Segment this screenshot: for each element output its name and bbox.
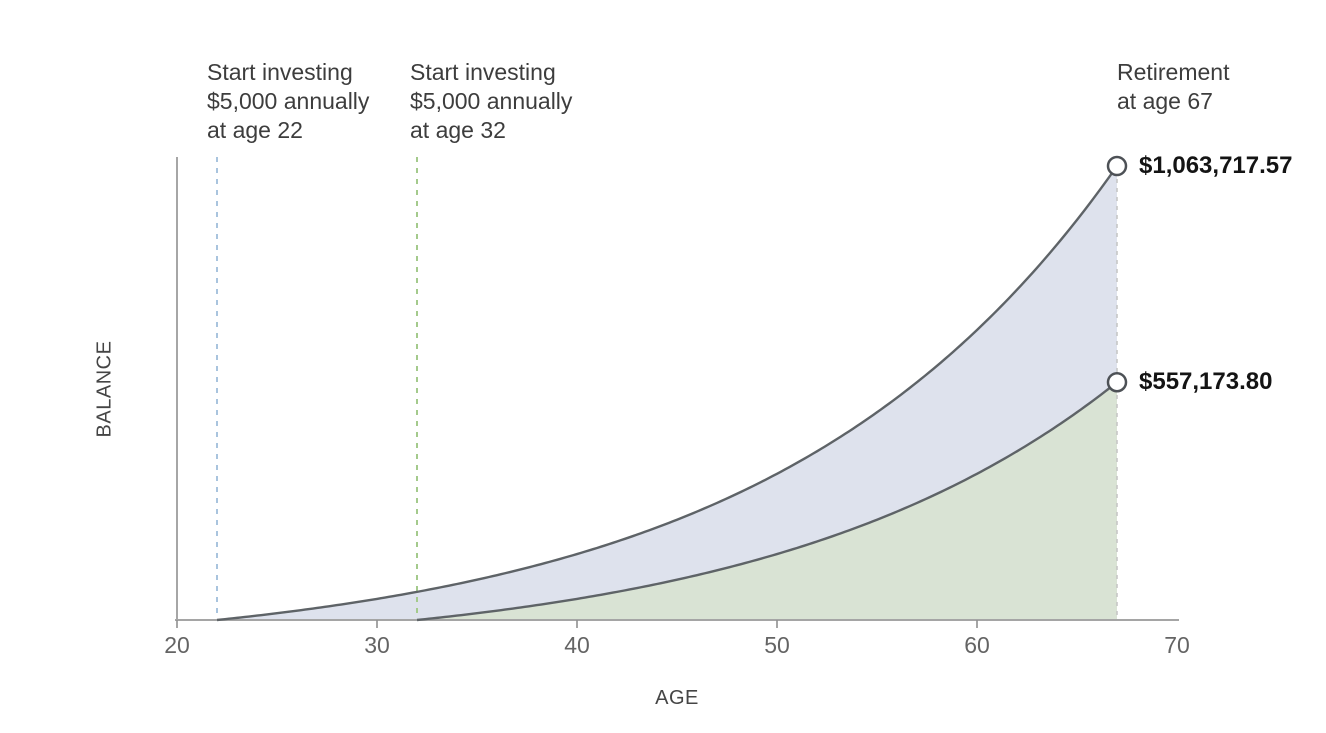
- annotation-line: Start investing: [207, 59, 353, 85]
- annotation-line: $5,000 annually: [207, 88, 370, 114]
- x-tick-label-70: 70: [1164, 632, 1190, 658]
- x-axis-title: AGE: [655, 687, 699, 709]
- annotation-line: $5,000 annually: [410, 88, 573, 114]
- x-tick-label-30: 30: [364, 632, 390, 658]
- y-axis-title: BALANCE: [93, 340, 116, 437]
- series-area-start-at-22: [217, 166, 1117, 620]
- annotation-line: at age 22: [207, 117, 303, 143]
- end-marker-start-at-22: [1106, 155, 1128, 177]
- x-tick-label-20: 20: [164, 632, 190, 658]
- annotation-line: at age 32: [410, 117, 506, 143]
- series-curve-start-at-32: [416, 381, 1118, 622]
- annotation-line: Start investing: [410, 59, 556, 85]
- x-tick-label-60: 60: [964, 632, 990, 658]
- series-area-start-at-32: [417, 382, 1117, 620]
- annotation-line: Retirement: [1117, 59, 1230, 85]
- annotation-line: at age 67: [1117, 88, 1213, 114]
- x-tick-label-40: 40: [564, 632, 590, 658]
- series-curve-start-at-22: [216, 165, 1118, 622]
- x-tick-label-50: 50: [764, 632, 790, 658]
- final-balance-label-start-22: $1,063,717.57: [1139, 152, 1293, 179]
- final-balance-label-start-32: $557,173.80: [1139, 368, 1273, 396]
- annotation-start-investing-32: Start investing $5,000 annually at age 3…: [410, 58, 572, 145]
- annotation-retirement-67: Retirement at age 67: [1117, 58, 1229, 116]
- annotation-start-investing-22: Start investing $5,000 annually at age 2…: [207, 58, 369, 145]
- end-marker-start-at-32: [1106, 371, 1128, 393]
